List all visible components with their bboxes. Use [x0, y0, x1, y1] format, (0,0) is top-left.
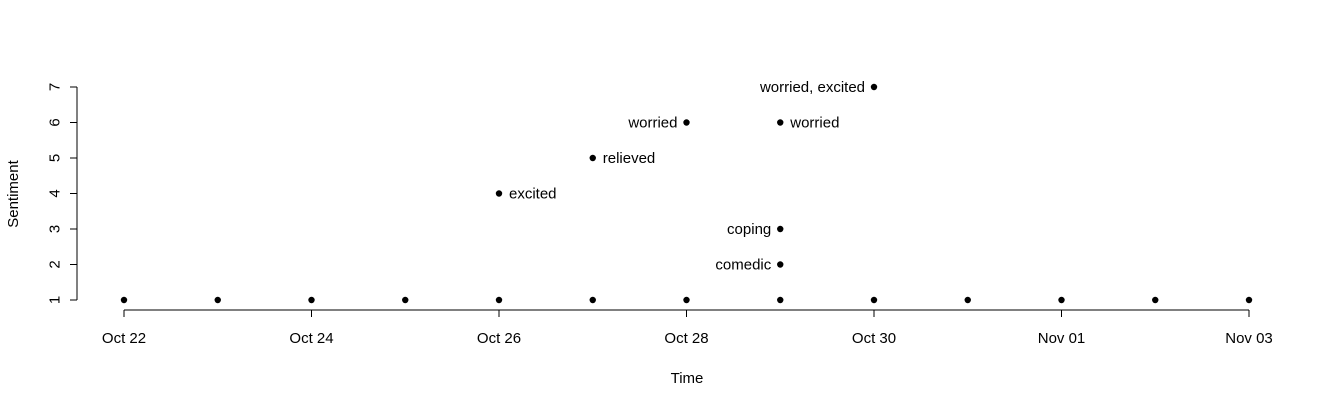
data-point — [683, 119, 690, 126]
data-point — [495, 296, 503, 304]
y-tick-label: 5 — [47, 154, 64, 162]
x-tick-label: Oct 28 — [664, 330, 708, 347]
x-axis: Oct 22 Oct 24 Oct 26 Oct 28 Oct 30 Nov 01 Nov … — [102, 309, 1273, 347]
x-tick-label: Oct 30 — [852, 330, 896, 347]
x-tick-label: Oct 24 — [289, 330, 333, 347]
data-points — [120, 83, 1253, 304]
data-point — [1058, 296, 1065, 304]
data-point — [777, 296, 784, 304]
point-label: worried — [627, 115, 677, 132]
data-point — [683, 296, 690, 304]
data-point — [495, 190, 503, 197]
data-point — [777, 119, 784, 126]
point-label: comedic — [715, 257, 771, 274]
data-point — [964, 296, 971, 304]
data-point — [589, 296, 596, 304]
point-label: relieved — [603, 150, 656, 167]
x-tick-label: Nov 03 — [1225, 330, 1273, 347]
data-point — [308, 296, 315, 304]
data-point — [777, 225, 784, 233]
y-tick-label: 4 — [47, 189, 64, 197]
y-tick-label: 7 — [47, 83, 64, 91]
y-tick-label: 1 — [47, 296, 64, 304]
y-axis: 1 2 3 4 5 6 7 — [47, 83, 78, 304]
x-axis-title: Time — [671, 370, 704, 387]
data-point — [1152, 296, 1159, 304]
point-label: worried — [789, 115, 839, 132]
data-point — [214, 296, 221, 304]
data-point — [402, 296, 409, 304]
data-point — [120, 296, 128, 304]
y-tick-label: 2 — [47, 260, 64, 268]
data-point — [870, 83, 878, 91]
y-tick-label: 3 — [47, 225, 64, 233]
data-point — [589, 154, 596, 162]
point-label: coping — [727, 221, 771, 238]
point-label: worried, excited — [759, 79, 865, 96]
x-tick-label: Oct 26 — [477, 330, 521, 347]
y-tick-label: 6 — [47, 118, 64, 126]
y-axis-title: Sentiment — [5, 159, 22, 227]
data-point — [777, 261, 784, 268]
x-tick-label: Nov 01 — [1038, 330, 1086, 347]
data-point — [870, 296, 878, 304]
point-label: excited — [509, 186, 557, 203]
point-annotations: excited relieved worried worried coping comed… — [509, 79, 865, 274]
x-tick-label: Oct 22 — [102, 330, 146, 347]
data-point — [1245, 296, 1253, 304]
